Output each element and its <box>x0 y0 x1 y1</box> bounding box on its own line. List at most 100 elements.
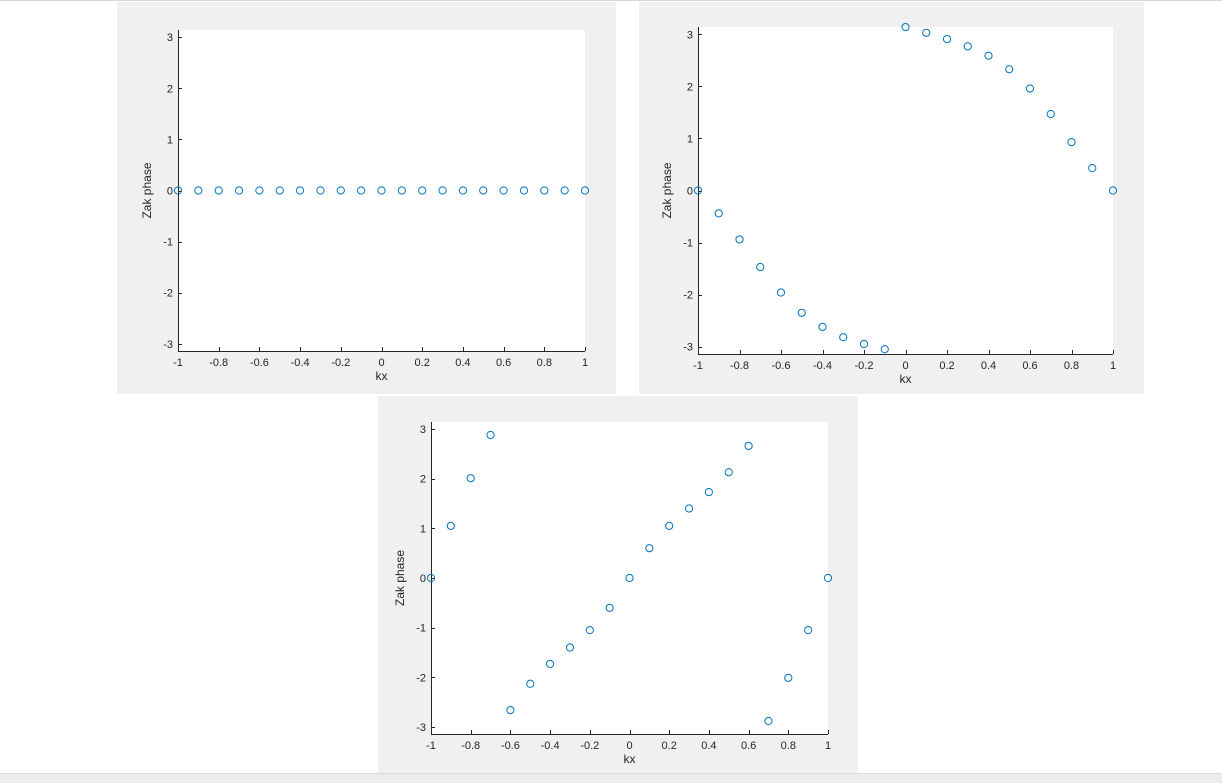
plot-area <box>178 30 585 351</box>
x-axis-label: kx <box>376 369 388 383</box>
data-point <box>336 186 345 195</box>
x-tick-label: 0 <box>378 357 384 369</box>
figure-panel-1: -1 -0.8 -0.6 -0.4 -0.2 0 0.2 0.4 0.6 0.8 1 -3 -2 -1 0 1… <box>117 2 616 394</box>
figure-panel-3: -1 -0.8 -0.6 -0.4 -0.2 0 0.2 0.4 0.6 0.8 1 -3 -2 -1 0 1… <box>378 396 858 774</box>
x-tick-label: -0.2 <box>331 357 350 369</box>
data-point <box>693 186 703 195</box>
x-tick-label: -0.8 <box>730 360 749 372</box>
x-tick-label: -0.6 <box>772 360 791 372</box>
y-tick-label: 2 <box>420 474 426 486</box>
data-point <box>764 716 773 726</box>
data-point <box>1025 84 1035 93</box>
x-tick-label: -0.2 <box>855 360 874 372</box>
data-point <box>466 474 475 483</box>
data-point <box>486 430 495 440</box>
y-tick-label: -2 <box>163 288 173 300</box>
data-point <box>296 186 305 195</box>
data-point <box>526 679 535 688</box>
data-point <box>1005 65 1014 74</box>
data-point <box>735 235 744 244</box>
x-tick-label: -0.8 <box>209 357 228 369</box>
data-point <box>839 333 848 342</box>
data-point <box>704 487 713 497</box>
y-tick-label: -3 <box>683 342 693 354</box>
data-point <box>776 288 786 297</box>
x-tick-label: -0.2 <box>580 740 599 752</box>
data-point <box>1108 186 1118 195</box>
x-tick-label: 0.4 <box>455 357 470 369</box>
y-tick-label: -3 <box>163 339 173 351</box>
data-point <box>942 34 952 44</box>
data-point <box>275 186 284 195</box>
y-tick-label: 3 <box>687 29 693 41</box>
x-tick-label: -0.4 <box>813 360 832 372</box>
data-point <box>797 308 806 317</box>
data-point <box>255 186 264 195</box>
y-tick-label: 0 <box>420 573 426 585</box>
y-axis-label: Zak phase <box>660 162 674 218</box>
x-tick-label: 0.8 <box>537 357 552 369</box>
x-tick-label: 0.4 <box>981 360 996 372</box>
data-point <box>1046 109 1055 119</box>
data-point <box>426 573 436 583</box>
x-tick-label: -1 <box>693 360 703 372</box>
data-point <box>724 468 733 477</box>
plot-area <box>431 422 828 734</box>
data-point <box>506 705 515 715</box>
status-bar <box>0 773 1222 783</box>
plot-area <box>698 27 1113 354</box>
y-tick-label: 1 <box>167 134 173 146</box>
x-tick-label: -0.6 <box>501 740 520 752</box>
x-tick-label: 0.6 <box>1022 360 1037 372</box>
figure-panel-2: -1 -0.8 -0.6 -0.4 -0.2 0 0.2 0.4 0.6 0.8 1 -3 -2 -1 0 1… <box>639 2 1144 394</box>
data-point <box>377 186 386 195</box>
data-point <box>214 186 223 195</box>
y-tick-label: -2 <box>683 290 693 302</box>
y-tick-label: 2 <box>687 81 693 93</box>
data-point <box>458 186 467 195</box>
data-point <box>744 441 753 451</box>
data-point <box>446 521 455 530</box>
y-tick-label: 1 <box>687 133 693 145</box>
data-point <box>540 186 549 195</box>
zak-phase-plot-2: -1 -0.8 -0.6 -0.4 -0.2 0 0.2 0.4 0.6 0.8 1 -3 -2 -1 0 1… <box>660 22 1118 386</box>
y-tick-label: 0 <box>167 186 173 198</box>
x-tick-label: -0.4 <box>291 357 310 369</box>
y-tick-label: 3 <box>420 424 426 436</box>
data-point <box>804 626 813 635</box>
data-point <box>418 186 427 195</box>
data-point <box>397 186 406 195</box>
data-point <box>585 626 594 635</box>
x-tick-label: -0.8 <box>461 740 480 752</box>
y-tick-label: 3 <box>167 32 173 44</box>
y-tick-label: -1 <box>683 238 693 250</box>
data-point <box>194 186 203 195</box>
x-tick-label: 0.2 <box>662 740 677 752</box>
data-point <box>560 186 569 195</box>
y-tick-label: 0 <box>687 186 693 198</box>
data-point <box>963 42 972 51</box>
data-point <box>234 186 244 195</box>
x-tick-label: 1 <box>1110 360 1116 372</box>
data-point <box>859 339 869 349</box>
data-point <box>357 186 366 195</box>
x-axis-label: kx <box>624 752 636 766</box>
data-point <box>479 186 488 195</box>
y-tick-label: -3 <box>416 722 426 734</box>
data-point <box>714 209 723 218</box>
window-top-border <box>0 0 1222 1</box>
data-point <box>665 521 674 530</box>
x-tick-label: -1 <box>173 357 183 369</box>
x-tick-label: 1 <box>825 740 831 752</box>
x-tick-label: 0.6 <box>496 357 511 369</box>
x-tick-label: 1 <box>582 357 588 369</box>
data-point <box>984 51 993 60</box>
x-tick-label: 0 <box>626 740 632 752</box>
zak-phase-plot-1: -1 -0.8 -0.6 -0.4 -0.2 0 0.2 0.4 0.6 0.8 1 -3 -2 -1 0 1… <box>140 30 590 383</box>
data-point <box>880 345 889 354</box>
y-tick-label: 2 <box>167 83 173 95</box>
x-tick-label: 0.8 <box>1064 360 1079 372</box>
data-point <box>1067 137 1076 147</box>
x-axis-label: kx <box>900 372 912 386</box>
data-point <box>173 186 183 195</box>
